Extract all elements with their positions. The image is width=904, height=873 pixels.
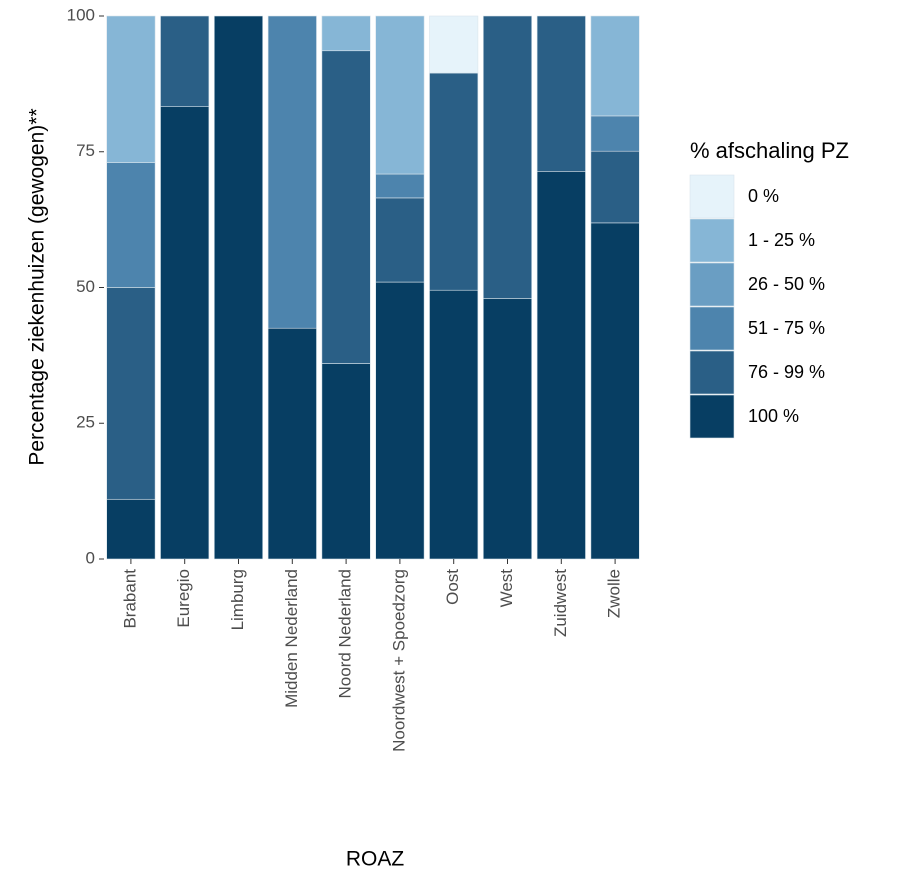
- legend-key: [689, 262, 735, 307]
- x-tick-label: Oost: [443, 569, 462, 605]
- bar-segment: [536, 170, 586, 560]
- legend-label: 51 - 75 %: [748, 318, 825, 338]
- bar-segment: [267, 15, 317, 329]
- x-tick-label: Brabant: [120, 569, 139, 629]
- bar-segment: [482, 298, 533, 560]
- bar-segment: [429, 15, 479, 74]
- y-axis-title: Percentage ziekenhuizen (gewogen)**: [26, 108, 49, 465]
- y-tick-label: 50: [76, 277, 95, 296]
- legend-label: 26 - 50 %: [748, 274, 825, 294]
- legend-title: % afschaling PZ: [690, 138, 849, 163]
- x-tick-label: Zuidwest: [551, 569, 570, 637]
- legend-key: [689, 394, 735, 439]
- bar-segment: [106, 15, 156, 163]
- legend-label: 1 - 25 %: [748, 230, 815, 250]
- legend-label: 100 %: [748, 406, 799, 426]
- bar-segment: [213, 15, 264, 560]
- y-tick-label: 75: [76, 141, 95, 160]
- bar-segment: [429, 72, 479, 291]
- x-tick-label: Noord Nederland: [336, 569, 355, 698]
- legend-label: 76 - 99 %: [748, 362, 825, 382]
- legend-label: 0 %: [748, 186, 779, 206]
- bar-segment: [160, 106, 210, 560]
- bar-segment: [375, 281, 425, 560]
- x-tick-label: Midden Nederland: [282, 569, 301, 708]
- y-tick-label: 25: [76, 413, 95, 432]
- bar-segment: [321, 363, 371, 560]
- bar-segment: [106, 287, 156, 500]
- legend-key: [689, 174, 735, 219]
- bar-segment: [536, 15, 586, 172]
- bar-segment: [375, 15, 425, 175]
- x-tick-label: Noordwest + Spoedzorg: [389, 569, 408, 752]
- bar-segment: [429, 289, 479, 560]
- bar-segment: [267, 327, 317, 560]
- y-tick-label: 0: [86, 548, 95, 567]
- bar-segment: [321, 15, 371, 52]
- bar-segment: [590, 115, 640, 152]
- legend-key: [689, 350, 735, 395]
- legend-key: [689, 306, 735, 351]
- bar-segment: [590, 150, 640, 224]
- bar-segment: [590, 15, 640, 117]
- x-axis-title: ROAZ: [346, 848, 405, 871]
- x-tick-label: Euregio: [174, 569, 193, 628]
- bar-segment: [160, 15, 210, 107]
- bar-segment: [106, 498, 156, 560]
- bar-segment: [590, 222, 640, 560]
- bar-segment: [482, 15, 533, 299]
- bar-segment: [375, 173, 425, 199]
- x-tick-label: West: [497, 569, 516, 608]
- bar-segment: [321, 50, 371, 364]
- x-tick-label: Zwolle: [605, 569, 624, 618]
- bar-segment: [106, 162, 156, 288]
- x-tick-label: Limburg: [228, 569, 247, 630]
- y-tick-label: 100: [67, 5, 95, 24]
- legend-key: [689, 218, 735, 263]
- bar-segment: [375, 197, 425, 283]
